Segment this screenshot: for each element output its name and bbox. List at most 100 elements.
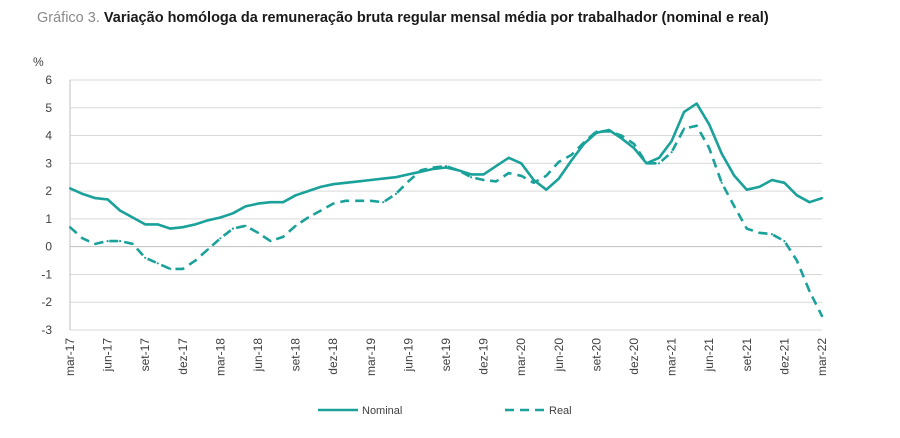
data-point-nominal [244,205,247,208]
chart-label: Gráfico 3. [37,10,100,26]
data-point-nominal [795,194,799,197]
data-point-nominal [570,159,573,162]
data-point-nominal [407,173,410,176]
data-point-nominal [169,227,172,230]
data-point-nominal [357,180,360,183]
data-point-real [156,262,159,265]
data-point-nominal [770,178,774,182]
data-point-nominal [758,185,761,188]
data-point-real [81,237,84,240]
data-point-real [695,124,698,127]
legend: Nominal Real [318,405,572,417]
data-point-nominal [181,226,184,229]
data-point-real [520,174,523,177]
data-point-nominal [94,197,97,200]
data-point-nominal [745,188,748,191]
data-point-nominal [219,216,222,219]
data-point-real [144,256,147,259]
data-point-real [507,172,510,175]
data-point-nominal [632,147,636,150]
data-point-nominal [708,123,711,126]
x-tick-label: set-18 [289,338,303,372]
data-point-real [382,201,385,204]
data-point-nominal [382,177,385,180]
x-tick-label: mar-22 [815,338,829,376]
data-point-nominal [495,165,498,168]
y-axis-ticks: 6 5 4 3 2 1 0 -1 -2 -3 [41,73,52,337]
data-point-real [733,205,736,208]
data-point-real [820,315,824,318]
y-tick-label: 0 [45,240,52,254]
series-lines [68,102,824,318]
y-tick-label: -3 [41,323,52,337]
data-point-real [206,248,209,251]
chart-title-text: Variação homóloga da remuneração bruta r… [103,10,769,26]
data-point-real [620,134,623,137]
data-point-nominal [658,156,661,159]
data-point-real [106,240,109,243]
gridlines [69,79,822,331]
data-point-real [231,227,234,230]
x-tick-label: dez-21 [777,338,791,375]
data-point-nominal [156,223,159,226]
y-tick-label: 5 [45,101,52,115]
x-tick-label: mar-20 [514,338,528,376]
data-point-real [532,181,535,184]
data-point-real [670,151,673,154]
data-point-real [432,166,435,169]
y-tick-label: 3 [45,156,52,170]
data-point-real [758,231,761,234]
data-point-nominal [344,181,347,184]
data-point-real [444,165,448,168]
data-point-nominal [482,173,485,176]
data-point-real [294,224,297,227]
data-point-nominal [394,176,397,179]
data-point-nominal [808,201,811,204]
y-tick-label: 1 [45,212,52,226]
data-point-real [419,169,422,172]
y-tick-label: 6 [45,73,52,87]
data-point-nominal [206,219,209,222]
y-tick-label: 4 [45,129,52,143]
data-point-real [256,231,260,234]
data-point-nominal [119,209,122,212]
x-tick-label: set-17 [138,338,152,372]
data-point-nominal [820,197,824,200]
y-tick-label: 2 [45,184,52,198]
data-point-nominal [733,174,736,177]
data-point-real [545,174,548,177]
data-point-nominal [294,194,297,197]
data-point-nominal [319,185,322,188]
data-point-nominal [269,201,272,204]
x-tick-label: dez-18 [326,338,340,375]
data-point-real [557,160,560,163]
x-tick-label: jun-17 [101,338,115,373]
data-point-real [595,130,598,133]
chart-title: Gráfico 3. Variação homóloga da remunera… [37,10,769,26]
data-point-nominal [307,190,310,193]
data-point-nominal [332,183,335,186]
data-point-real [269,240,272,243]
data-point-real [394,192,397,195]
data-point-nominal [695,102,698,105]
data-point-nominal [783,181,786,184]
data-point-nominal [532,178,535,182]
series-line-real [69,124,824,317]
data-point-real [119,240,122,243]
data-point-real [357,199,360,202]
data-point-nominal [683,110,686,113]
data-point-nominal [470,173,473,176]
x-tick-label: mar-17 [63,338,77,376]
x-tick-label: set-20 [589,338,603,372]
data-point-real [332,202,335,205]
x-tick-label: dez-20 [627,338,641,375]
data-point-real [745,227,748,230]
data-point-real [632,142,636,145]
x-tick-label: jun-20 [552,338,566,373]
y-axis-unit: % [33,55,44,69]
data-point-nominal [68,187,72,190]
data-point-real [708,147,711,150]
data-point-real [407,180,410,183]
data-point-real [607,130,611,133]
